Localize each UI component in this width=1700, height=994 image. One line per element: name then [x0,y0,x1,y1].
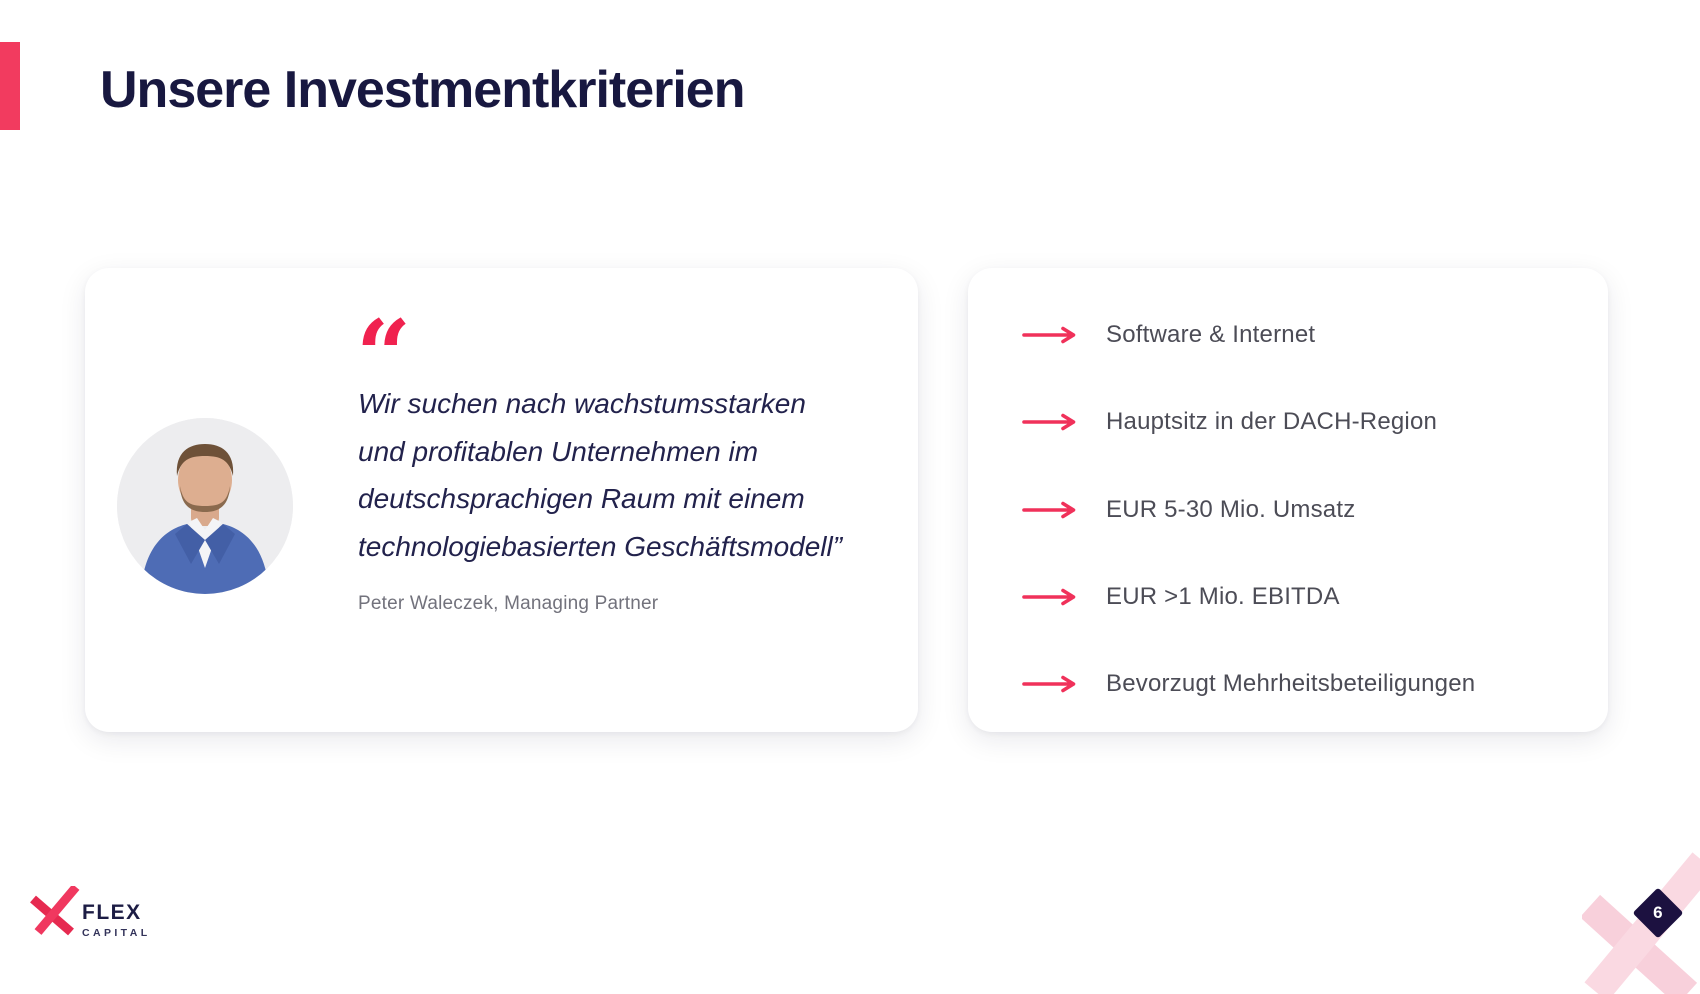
title-accent-bar [0,42,20,130]
criteria-label: Hauptsitz in der DACH-Region [1106,408,1438,436]
criteria-row: Software & Internet [1022,315,1578,355]
criteria-label: Software & Internet [1106,321,1316,348]
criteria-row: Hauptsitz in der DACH-Region [1022,402,1578,442]
logo-wordmark: FLEX CAPITAL [82,902,151,939]
criteria-row: EUR 5-30 Mio. Umsatz [1022,490,1578,530]
criteria-list: Software & Internet Hauptsitz in der DAC… [968,268,1608,732]
criteria-row: Bevorzugt Mehrheitsbeteiligungen [1022,664,1578,704]
portrait-illustration [117,418,293,594]
arrow-right-icon [1022,675,1076,693]
quote-attribution: Peter Waleczek, Managing Partner [358,593,659,614]
arrow-right-icon [1022,413,1076,431]
quote-line: und profitablen Unternehmen im [358,435,759,467]
criteria-card: Software & Internet Hauptsitz in der DAC… [968,268,1608,732]
quote-mark-icon: “ [356,308,412,388]
criteria-label: EUR 5-30 Mio. Umsatz [1106,495,1356,523]
page-number: 6 [1653,903,1663,922]
slide: { "slide": { "title": "Unsere Investment… [0,42,1700,994]
quote-line: deutschsprachigen Raum mit einem [358,483,805,514]
quote-line: Wir suchen nach wachstumsstarken [358,388,806,419]
avatar [117,418,293,594]
flex-x-icon [30,886,80,936]
quote-line: technologiebasierten Geschäftsmodell” [358,530,843,562]
quote-card: “ Wir suchen nach wachstumsstarken und p… [85,268,918,732]
flex-capital-logo: FLEX CAPITAL [30,886,210,938]
logo-subtext: CAPITAL [82,927,151,939]
arrow-right-icon [1022,326,1076,344]
logo-text: FLEX [82,901,142,924]
criteria-row: EUR >1 Mio. EBITDA [1022,577,1578,617]
page-title: Unsere Investmentkriterien [100,61,745,119]
arrow-right-icon [1022,588,1076,606]
quote-text: Wir suchen nach wachstumsstarken und pro… [358,380,878,570]
criteria-label: Bevorzugt Mehrheitsbeteiligungen [1106,670,1476,697]
arrow-right-icon [1022,501,1076,518]
criteria-label: EUR >1 Mio. EBITDA [1106,582,1340,610]
